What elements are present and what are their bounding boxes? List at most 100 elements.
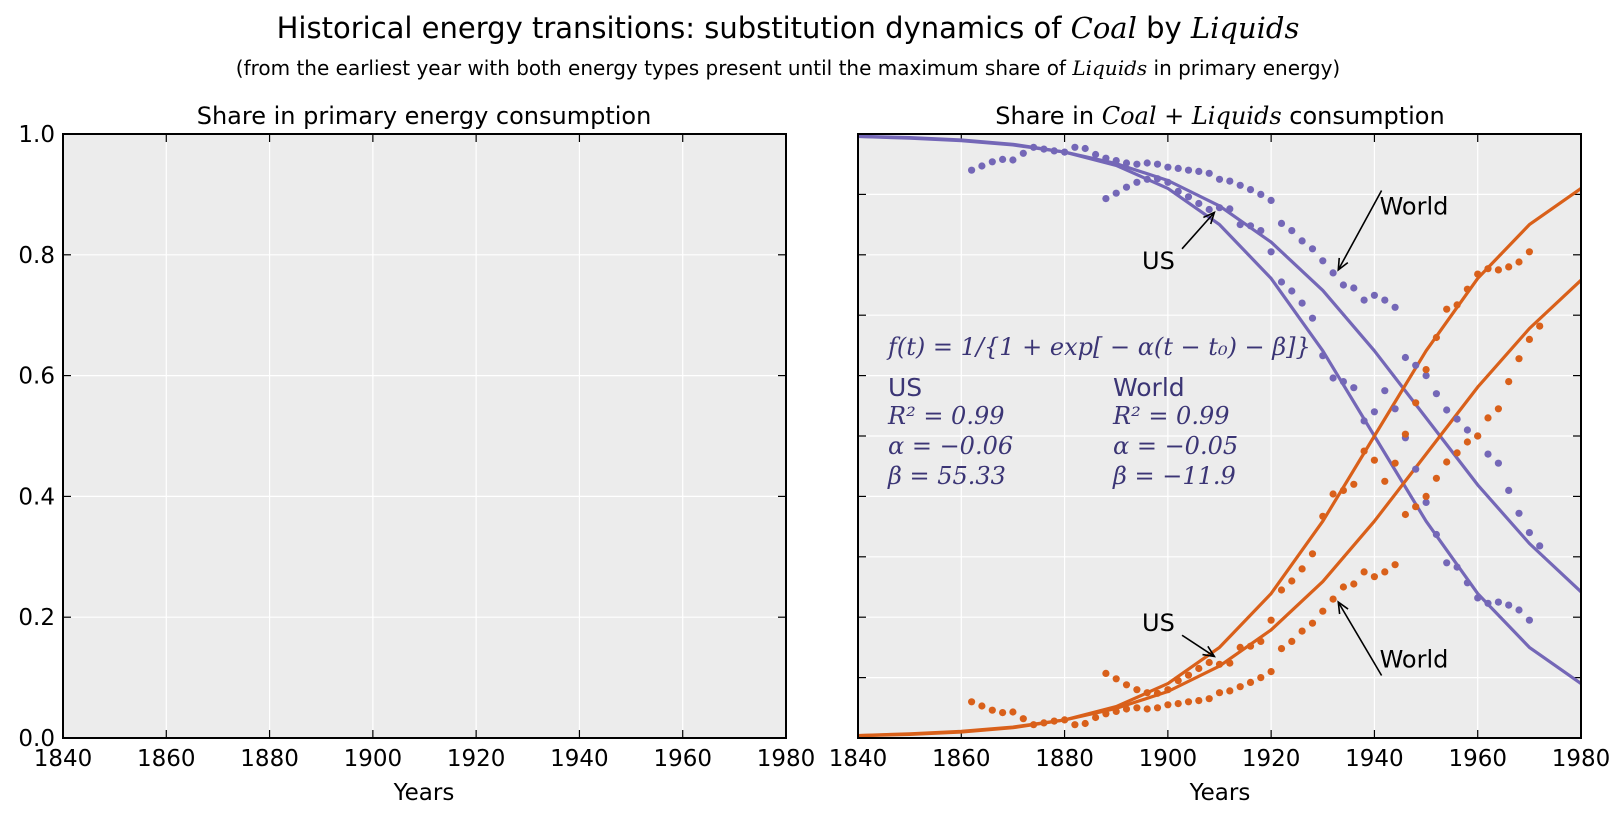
data-point-world-liquids <box>1102 710 1110 718</box>
data-point-us-coal <box>1422 498 1430 506</box>
annotation-arrow <box>1337 601 1383 676</box>
x-tick-label: 1900 <box>1139 746 1198 772</box>
data-point-world-coal <box>1143 159 1151 167</box>
data-point-world-coal <box>1339 281 1347 289</box>
figure-title: Historical energy transitions: substitut… <box>277 11 1300 45</box>
data-point-world-coal <box>1112 157 1120 165</box>
data-point-world-coal <box>1226 177 1234 185</box>
data-point-us-liquids <box>1153 689 1162 697</box>
stats-world-heading: World <box>1113 373 1185 402</box>
annotation-label: US <box>1142 247 1175 275</box>
data-point-world-liquids <box>978 702 986 710</box>
x-tick-label: 1940 <box>1345 746 1404 772</box>
data-point-us-liquids <box>1401 430 1409 438</box>
x-tick-label: 1920 <box>447 746 506 772</box>
data-point-world-coal <box>1174 164 1182 172</box>
data-point-world-liquids <box>1350 580 1358 588</box>
data-point-world-coal <box>1081 144 1089 153</box>
data-point-world-coal <box>1494 459 1502 467</box>
data-point-us-coal <box>1153 175 1162 183</box>
data-point-world-coal <box>1288 227 1296 235</box>
data-point-us-coal <box>1339 378 1347 386</box>
data-point-world-liquids <box>1443 458 1451 466</box>
data-point-world-coal <box>988 158 996 166</box>
data-point-us-liquids <box>1226 659 1234 667</box>
left-plot-area <box>63 134 786 738</box>
data-point-world-coal <box>1381 296 1389 304</box>
figure-subtitle: (from the earliest year with both energy… <box>236 56 1340 80</box>
data-point-us-coal <box>1184 193 1193 201</box>
data-point-world-liquids <box>1288 637 1296 646</box>
data-point-us-coal <box>1474 594 1482 602</box>
data-point-world-coal <box>1515 509 1523 517</box>
data-point-us-coal <box>1319 352 1327 360</box>
right-data-points <box>968 143 1544 729</box>
data-point-us-liquids <box>1215 660 1224 668</box>
data-point-us-liquids <box>1298 565 1306 573</box>
data-point-world-liquids <box>1308 619 1317 627</box>
data-point-world-liquids <box>1319 607 1327 615</box>
right-fit-stats: f(t) = 1/{1 + exp[ − α(t − t₀) − β]} US … <box>886 333 1311 490</box>
annotation-arrow <box>1181 211 1215 250</box>
data-point-world-liquids <box>1092 713 1100 722</box>
left-panel-title: Share in primary energy consumption <box>197 102 652 130</box>
annotation-label: World <box>1380 645 1449 673</box>
stats-world-alpha: α = −0.05 <box>1113 432 1238 460</box>
data-point-us-liquids <box>1288 577 1296 585</box>
data-point-world-coal <box>1030 143 1038 151</box>
data-point-us-coal <box>1494 598 1502 606</box>
data-point-us-liquids <box>1143 689 1151 697</box>
data-point-world-coal <box>1525 529 1533 537</box>
data-point-world-coal <box>1401 353 1409 362</box>
data-point-us-coal <box>1112 189 1120 197</box>
annotation-arrowhead <box>1202 645 1216 658</box>
data-point-world-coal <box>1505 486 1513 494</box>
x-tick-label: 1960 <box>1448 746 1507 772</box>
data-point-us-liquids <box>1164 686 1172 694</box>
data-point-world-coal <box>1153 160 1162 168</box>
data-point-us-liquids <box>1329 490 1337 498</box>
data-point-world-coal <box>978 162 986 170</box>
data-point-world-liquids <box>1195 697 1203 705</box>
data-point-world-liquids <box>1267 668 1275 676</box>
data-point-world-liquids <box>1536 322 1544 330</box>
data-point-us-liquids <box>1267 616 1275 624</box>
stats-us-heading: US <box>888 373 922 402</box>
x-tick-label: 1960 <box>653 746 712 772</box>
data-point-world-coal <box>1360 296 1368 304</box>
data-point-world-coal <box>1422 372 1430 380</box>
annotation-arrowhead <box>1337 600 1349 615</box>
data-point-world-liquids <box>1215 689 1224 697</box>
data-point-us-liquids <box>1246 642 1255 650</box>
data-point-world-liquids <box>1112 707 1120 716</box>
data-point-world-liquids <box>1474 432 1482 440</box>
data-point-us-liquids <box>1102 669 1110 678</box>
data-point-world-liquids <box>1339 583 1347 591</box>
data-point-us-liquids <box>1432 333 1440 342</box>
stats-us-beta: β = 55.33 <box>887 462 1006 490</box>
data-point-world-liquids <box>1164 701 1172 709</box>
x-tick-label: 1980 <box>757 746 816 772</box>
data-point-us-coal <box>1246 222 1255 230</box>
left-x-ticks: 1840 1860 1880 1900 1920 1940 1960 1980 <box>34 134 816 772</box>
data-point-world-coal <box>968 166 976 174</box>
data-point-world-coal <box>1195 167 1203 175</box>
data-point-world-coal <box>1122 159 1131 167</box>
x-tick-label: 1860 <box>137 746 196 772</box>
data-point-world-liquids <box>1050 717 1058 725</box>
right-annotations: US World US World <box>1142 190 1449 676</box>
data-point-world-liquids <box>1370 573 1378 581</box>
data-point-us-coal <box>1277 278 1286 286</box>
data-point-world-coal <box>1453 415 1461 423</box>
data-point-world-coal <box>1164 163 1172 171</box>
data-point-us-liquids <box>1195 664 1203 673</box>
data-point-world-liquids <box>1246 678 1255 687</box>
data-point-world-liquids <box>1226 687 1234 695</box>
data-point-world-liquids <box>1329 595 1337 603</box>
data-point-world-liquids <box>1463 438 1471 446</box>
data-point-world-coal <box>1432 390 1440 398</box>
data-point-world-liquids <box>1236 683 1244 691</box>
data-point-us-coal <box>1143 175 1151 183</box>
data-point-us-liquids <box>1184 671 1193 679</box>
left-y-ticks: 0.0 0.2 0.4 0.6 0.8 1.0 <box>18 122 786 752</box>
